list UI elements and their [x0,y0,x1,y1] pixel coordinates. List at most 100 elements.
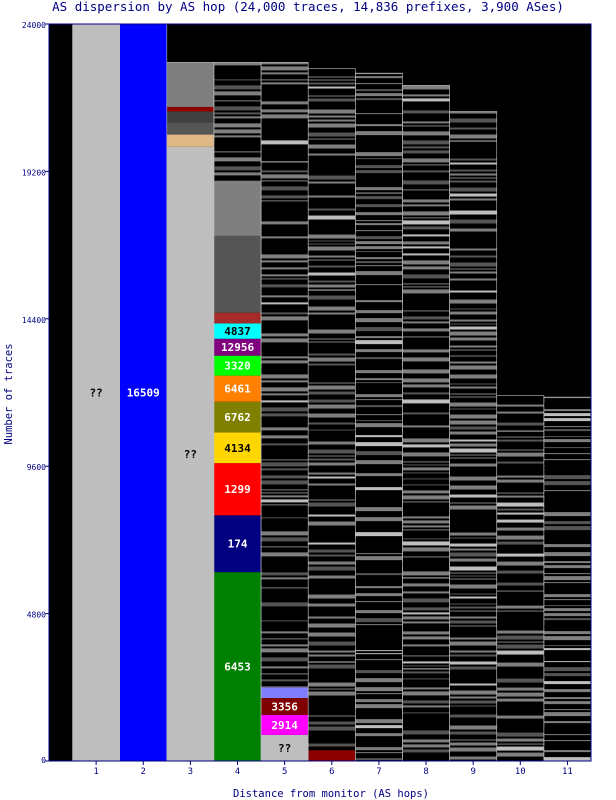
minor-as-stripe [308,341,356,343]
minor-as-stripe [355,152,403,157]
minor-as-stripe [261,146,309,148]
minor-as-stripe [308,467,356,471]
minor-as-stripe [543,636,591,641]
minor-as-stripe [261,66,309,71]
minor-as-stripe [402,749,450,753]
minor-as-stripe [308,90,356,94]
minor-as-stripe [449,323,497,325]
minor-as-stripe [261,109,309,113]
minor-as-stripe [308,594,356,599]
minor-as-stripe [449,683,497,686]
minor-as-stripe [543,507,591,511]
minor-as-stripe [308,157,356,161]
minor-as-stripe [355,532,403,537]
minor-as-stripe [449,700,497,704]
minor-as-stripe [543,532,591,536]
minor-as-stripe [402,369,450,374]
minor-as-stripe [355,593,403,597]
minor-as-stripe [355,287,403,289]
segment-label: 16509 [127,387,160,400]
minor-as-stripe [496,678,544,683]
minor-as-stripe [308,68,356,72]
minor-as-stripe [261,602,309,607]
minor-as-stripe [308,391,356,395]
minor-as-stripe [449,616,497,619]
minor-as-stripe [308,700,356,703]
segment-hop-3-2 [166,122,214,135]
minor-as-stripe [496,575,544,578]
minor-as-stripe [261,295,309,298]
minor-as-stripe [213,79,262,81]
minor-as-stripe [261,393,309,396]
minor-as-stripe [308,195,356,198]
minor-as-stripe [402,757,450,761]
minor-as-stripe [402,495,450,500]
column-hop-4: 6453 174 1299 4134 6762 6461 3320 12956 4837 [213,62,262,762]
minor-as-stripe [355,284,403,286]
minor-as-stripe [355,538,403,542]
minor-as-stripe [449,485,497,490]
minor-as-stripe [543,588,591,590]
minor-as-stripe [543,397,591,399]
minor-as-stripe [402,286,450,288]
minor-as-stripe [213,91,262,96]
minor-as-stripe [449,326,497,330]
minor-as-stripe [402,246,450,249]
minor-as-stripe [402,487,450,489]
minor-as-stripe [355,293,403,296]
minor-as-stripe [543,490,591,492]
minor-as-stripe [449,578,497,580]
minor-as-stripe [308,265,356,268]
minor-as-stripe [496,415,544,418]
minor-as-stripe [402,343,450,345]
segment-hop-5-0 [261,734,309,761]
minor-as-stripe [261,274,309,277]
segment-hop-4-11 [213,180,262,236]
minor-as-stripe [449,696,497,699]
minor-as-stripe [261,520,309,524]
minor-as-stripe [308,272,356,276]
minor-as-stripe [308,623,356,628]
minor-as-stripe [308,76,356,78]
segment-hop-1-0 [72,24,120,761]
minor-as-stripe [355,119,403,123]
minor-as-stripe [355,73,403,75]
minor-as-stripe [543,661,591,663]
minor-as-stripe [261,380,309,383]
minor-as-stripe [543,475,591,480]
minor-as-stripe [496,549,544,552]
minor-as-stripe [449,158,497,161]
minor-as-stripe [449,173,497,176]
minor-as-stripe [449,271,497,274]
minor-as-stripe [496,452,544,457]
minor-as-stripe [261,552,309,557]
minor-as-stripe [308,344,356,349]
minor-as-stripe [543,648,591,651]
minor-as-stripe [449,118,497,123]
plot-frame [48,23,592,762]
minor-as-stripe [308,575,356,579]
minor-as-stripe [261,510,309,513]
segment-hop-4-9 [213,312,262,324]
minor-as-stripe [496,541,544,545]
minor-as-stripe [355,113,403,115]
minor-as-stripe [402,405,450,408]
minor-as-stripe [355,758,403,761]
minor-as-stripe [449,143,497,148]
minor-as-stripe [308,530,356,532]
minor-as-stripe [449,517,497,520]
minor-as-stripe [308,259,356,261]
minor-as-stripe [402,146,450,149]
minor-as-stripe [355,246,403,250]
segment-hop-3-3 [166,111,214,123]
minor-as-stripe [308,123,356,128]
segment-label: 2914 [271,719,298,732]
axes: 1 2 3 4 5 6 7 8 9 10 11 0 4800 9600 14400 19200 24000 [22,21,573,777]
minor-as-stripe [543,439,591,443]
minor-as-stripe [308,374,356,378]
column-hop-3: ?? [166,62,215,762]
minor-as-stripe [402,378,450,383]
minor-as-stripe [449,747,497,752]
minor-as-stripe [402,226,450,230]
minor-as-stripe [308,462,356,466]
